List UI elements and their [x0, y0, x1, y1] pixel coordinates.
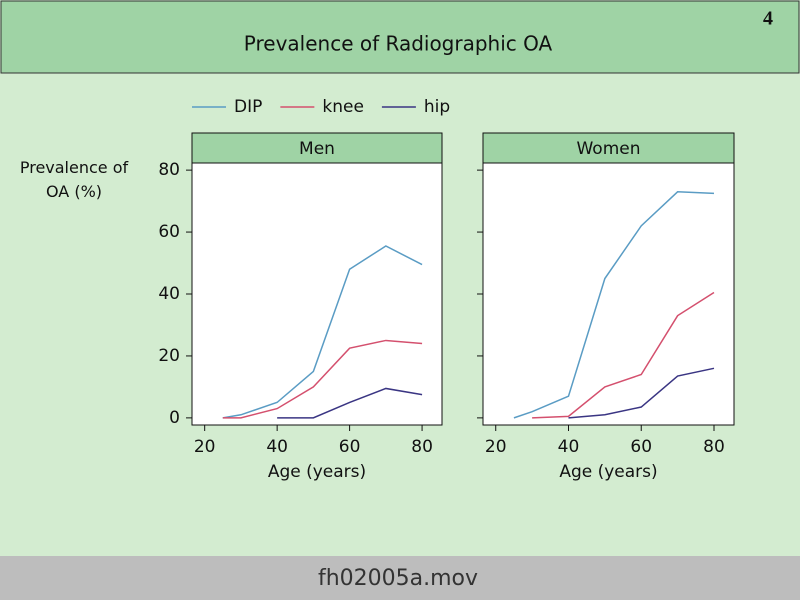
strip — [482, 132, 735, 164]
title-band — [0, 0, 800, 74]
x-axis-label: Age (years) — [268, 462, 366, 482]
panel-title: Men — [299, 139, 335, 159]
y-tick-label: 60 — [158, 222, 180, 242]
series-line — [513, 191, 715, 419]
legend-label: DIP — [234, 97, 262, 117]
plot-area — [482, 162, 735, 426]
y-tick-label: 40 — [158, 284, 180, 304]
series-line — [532, 291, 715, 419]
series-line — [277, 387, 423, 419]
x-tick-label: 20 — [485, 437, 507, 457]
chart-title: Prevalence of Radiographic OA — [244, 32, 553, 56]
strip — [191, 132, 443, 164]
footer-band — [0, 556, 800, 600]
legend-label: hip — [424, 97, 450, 117]
x-tick-label: 60 — [630, 437, 652, 457]
x-tick-label: 20 — [194, 437, 216, 457]
footer: fh02005a.mov — [318, 566, 478, 591]
series-line — [222, 339, 423, 419]
y-tick-label: 0 — [169, 408, 180, 428]
page-number: 4 — [763, 8, 773, 30]
y-axis-label: Prevalence of OA (%) — [19, 158, 129, 201]
x-tick-label: 60 — [339, 437, 361, 457]
x-tick-label: 40 — [558, 437, 580, 457]
x-tick-label: 80 — [411, 437, 433, 457]
x-axis-label: Age (years) — [559, 462, 657, 482]
legend-label: knee — [322, 97, 364, 117]
series-line — [568, 367, 715, 419]
panel-title: Women — [576, 139, 640, 159]
plot-area — [191, 162, 443, 426]
series-line — [222, 245, 423, 419]
x-tick-label: 40 — [266, 437, 288, 457]
x-tick-label: 80 — [703, 437, 725, 457]
y-tick-label: 20 — [158, 346, 180, 366]
y-tick-label: 80 — [158, 160, 180, 180]
